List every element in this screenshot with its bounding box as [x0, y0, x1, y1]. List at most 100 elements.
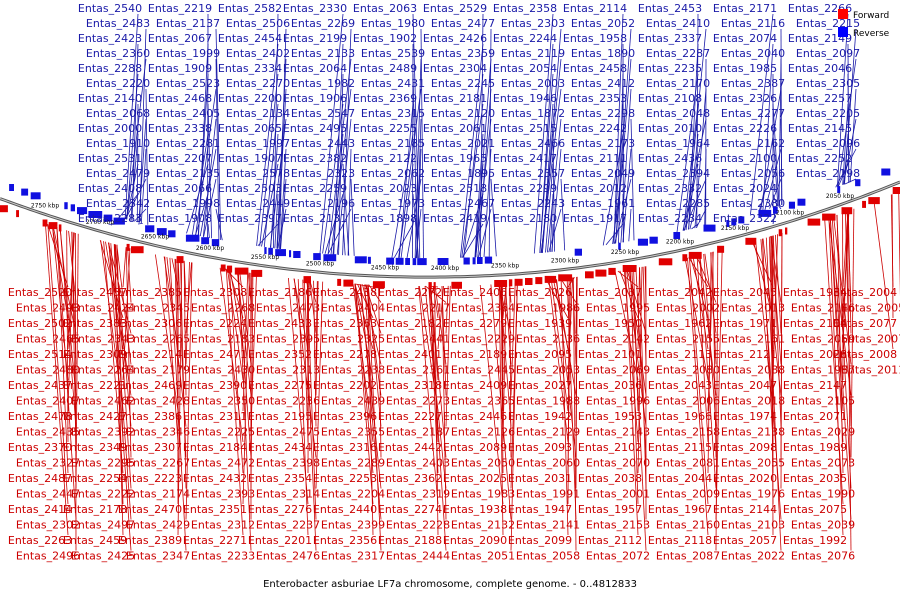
forward-gene-label: Entas_2347 — [126, 550, 190, 563]
forward-gene-label: Entas_2385 — [118, 286, 182, 299]
forward-gene-arrow — [514, 278, 523, 286]
forward-gene-label: Entas_2308 — [183, 286, 247, 299]
forward-gene-label: Entas_2493 — [16, 302, 80, 315]
label-leader — [560, 278, 569, 536]
label-leader — [614, 271, 639, 381]
forward-gene-arrow — [234, 267, 249, 275]
forward-gene-label: Entas_2059 — [791, 333, 855, 346]
label-leader — [215, 28, 222, 241]
label-leader — [125, 247, 132, 458]
forward-gene-arrow — [868, 197, 880, 205]
reverse-gene-label: Entas_2402 — [226, 47, 290, 60]
forward-gene-arrow — [494, 280, 508, 287]
label-leader — [45, 223, 69, 536]
forward-gene-label: Entas_1950 — [578, 317, 642, 330]
label-leader — [367, 284, 382, 551]
label-leader — [416, 118, 422, 259]
forward-gene-label: Entas_2099 — [508, 534, 572, 547]
forward-gene-label: Entas_2383 — [63, 317, 127, 330]
reverse-gene-label: Entas_2298 — [571, 107, 635, 120]
reverse-gene-label: Entas_2219 — [148, 2, 212, 15]
label-leader — [615, 58, 632, 244]
forward-gene-label: Entas_2202 — [313, 379, 377, 392]
kbp-tick-label: 2750 kbp — [31, 202, 59, 209]
reverse-gene-label: Entas_2096 — [796, 137, 860, 150]
forward-gene-label: Entas_2264 — [71, 364, 135, 377]
label-leader — [474, 133, 484, 258]
label-leader — [829, 217, 844, 443]
forward-gene-label: Entas_2398 — [256, 457, 320, 470]
label-leader — [195, 88, 217, 236]
label-leader — [108, 242, 132, 396]
label-leader — [393, 223, 414, 258]
forward-gene-label: Entas_2434 — [248, 441, 312, 454]
label-leader — [108, 242, 132, 551]
forward-gene-label: Entas_1995 — [586, 302, 650, 315]
forward-gene-label: Entas_2327 — [16, 457, 80, 470]
reverse-gene-arrow — [21, 188, 29, 196]
label-leader — [613, 13, 624, 244]
reverse-gene-label: Entas_2326 — [713, 92, 777, 105]
label-leader — [315, 281, 319, 396]
reverse-gene-label: Entas_1909 — [148, 62, 212, 75]
reverse-gene-label: Entas_2170 — [646, 77, 710, 90]
forward-gene-label: Entas_2386 — [118, 410, 182, 423]
forward-gene-label: Entas_2080 — [656, 364, 720, 377]
label-leader — [207, 103, 212, 239]
forward-gene-label: Entas_2395 — [256, 333, 320, 346]
label-leader — [127, 247, 132, 303]
reverse-gene-arrow — [788, 201, 795, 209]
label-leader — [758, 163, 774, 212]
label-leader — [315, 281, 318, 365]
forward-gene-label: Entas_2088 — [721, 364, 785, 377]
reverse-gene-label: Entas_2582 — [218, 2, 282, 15]
legend: Forward Reverse — [838, 9, 890, 39]
reverse-gene-label: Entas_2046 — [788, 62, 852, 75]
reverse-gene-arrow — [773, 206, 778, 214]
label-leader — [502, 283, 507, 443]
reverse-gene-label: Entas_2255 — [353, 122, 417, 135]
forward-gene-arrow — [451, 281, 462, 289]
reverse-gene-label: Entas_2024 — [713, 182, 777, 195]
reverse-gene-label: Entas_2285 — [646, 197, 710, 210]
reverse-gene-label: Entas_2477 — [431, 17, 495, 30]
forward-gene-label: Entas_2306 — [118, 317, 182, 330]
label-leader — [430, 286, 439, 443]
forward-gene-label: Entas_2430 — [191, 364, 255, 377]
reverse-gene-label: Entas_2245 — [431, 77, 495, 90]
forward-gene-label: Entas_2473 — [256, 302, 320, 315]
forward-gene-label: Entas_2050 — [451, 457, 515, 470]
forward-gene-arrow — [822, 213, 836, 221]
forward-gene-label: Entas_2465 — [16, 333, 80, 346]
label-leader — [261, 163, 279, 247]
reverse-gene-label: Entas_1906 — [283, 92, 347, 105]
forward-gene-label: Entas_1942 — [508, 410, 572, 423]
reverse-gene-label: Entas_2065 — [218, 122, 282, 135]
forward-gene-label: Entas_1957 — [578, 503, 642, 516]
reverse-gene-label: Entas_1958 — [563, 32, 627, 45]
forward-gene-label: Entas_2047 — [713, 379, 777, 392]
label-leader — [277, 208, 287, 249]
forward-gene-arrow — [622, 265, 637, 272]
label-leader — [539, 73, 554, 254]
label-leader — [418, 286, 439, 505]
forward-gene-label: Entas_1983 — [451, 488, 515, 501]
label-leader — [110, 243, 132, 520]
forward-gene-label: Entas_1938 — [443, 503, 507, 516]
reverse-gene-label: Entas_2387 — [721, 77, 785, 90]
label-leader — [259, 73, 279, 247]
reverse-gene-arrow — [386, 257, 395, 265]
reverse-gene-label: Entas_1910 — [86, 137, 150, 150]
forward-gene-label: Entas_2469 — [118, 379, 182, 392]
label-leader — [836, 214, 852, 489]
label-leader — [277, 88, 287, 249]
forward-gene-label: Entas_2229 — [451, 333, 515, 346]
label-leader — [707, 252, 712, 474]
label-leader — [432, 286, 439, 319]
forward-gene-label: Entas_2204 — [321, 488, 385, 501]
forward-gene-label: Entas_2090 — [443, 534, 507, 547]
label-leader — [605, 223, 624, 246]
reverse-gene-label: Entas_2064 — [283, 62, 347, 75]
label-leader — [118, 193, 139, 218]
label-leader — [824, 219, 844, 505]
